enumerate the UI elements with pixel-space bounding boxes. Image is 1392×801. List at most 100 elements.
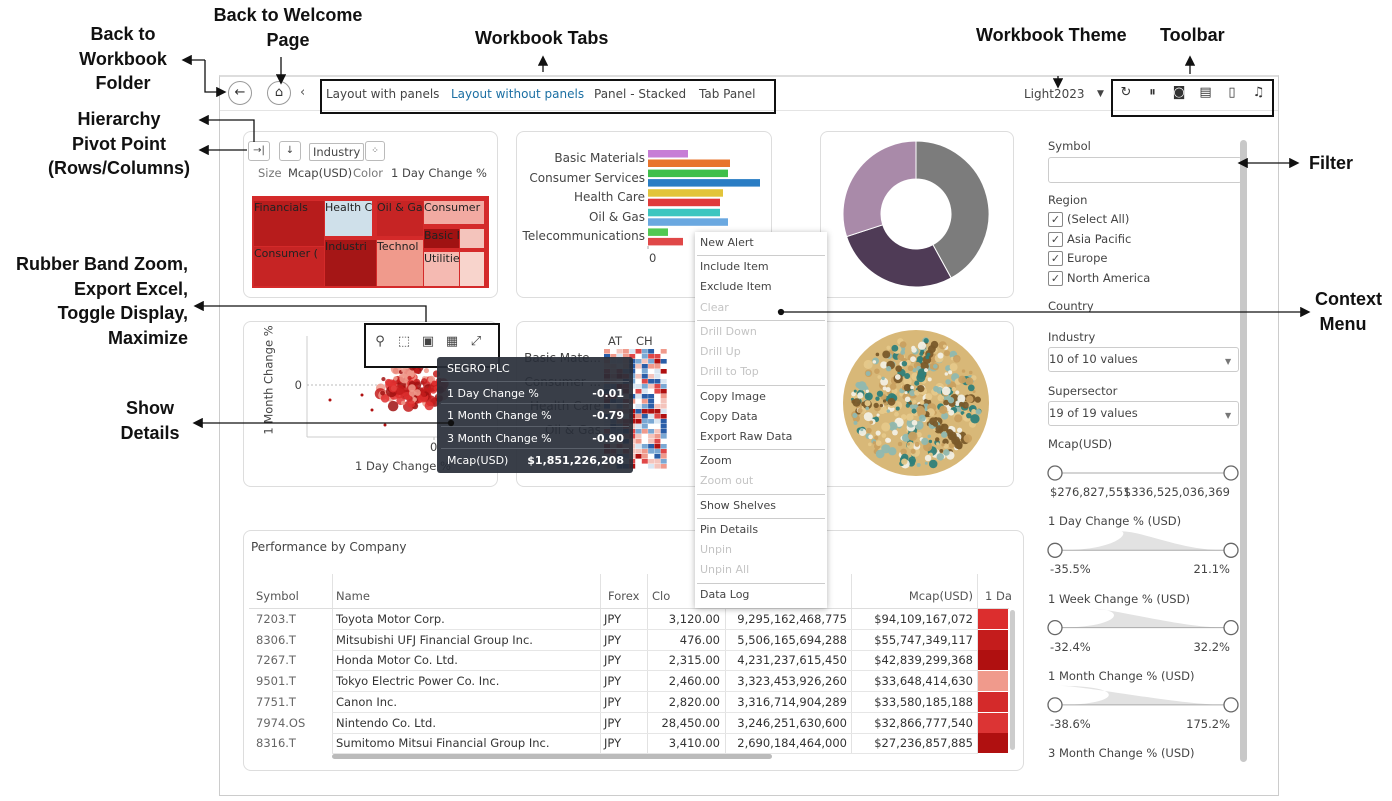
menu-item[interactable]: Show Shelves [700,499,776,512]
toolbar-button[interactable]: ⏸ [1149,85,1156,100]
toolbar-button[interactable]: ▤ [1199,85,1212,100]
annotation: Workbook Theme [976,25,1127,45]
home-button[interactable]: ⌂ [267,81,291,105]
menu-item[interactable]: Exclude Item [700,280,772,293]
tab-prev[interactable]: ‹ [300,85,306,100]
bubble [875,449,885,459]
treemap-cell[interactable]: Technol [377,240,423,286]
theme-caret[interactable]: ▼ [1097,89,1104,99]
toolbar-button[interactable]: ◙ [1172,85,1186,100]
column-header[interactable]: 1 Da [985,589,1012,603]
heatmap-cell [635,409,642,414]
heatmap-cell [641,399,648,404]
workbook-tab[interactable]: Layout with panels [326,87,440,101]
toolbar-button[interactable]: ▯ [1228,85,1236,100]
menu-item[interactable]: Export Raw Data [700,430,793,443]
checkbox[interactable]: ✓ [1048,212,1063,227]
menu-item[interactable]: New Alert [700,236,754,249]
treemap-cell[interactable] [460,229,484,248]
heatmap-cell [660,429,667,434]
menu-item[interactable]: Include Item [700,260,769,273]
column-header[interactable]: Mcap(USD) [908,589,973,603]
treemap-cell[interactable]: Financials [254,201,324,246]
heatmap-cell [660,404,667,409]
panel-tool-button[interactable]: ▦ [445,334,459,349]
x-axis-label: 1 Day Change % [355,459,451,473]
bubble [897,353,905,361]
heatmap-cell [604,349,610,354]
heatmap-cell [660,449,667,454]
bubble [917,384,925,393]
heatmap-cell [629,354,636,359]
workbook-tab[interactable]: Layout without panels [451,87,585,101]
panel-tool-button[interactable]: ⚲ [375,334,385,349]
pivot-button[interactable]: ↓ [279,141,301,161]
tooltip-label: 1 Month Change % [447,409,552,423]
column-header[interactable]: Forex [608,589,640,603]
bubble [917,341,927,350]
panel-tool-button[interactable]: ▣ [421,334,435,349]
treemap-cell[interactable]: Oil & Ga [377,201,423,236]
hierarchy-button[interactable]: Industry [309,143,365,161]
bubble [851,391,856,397]
column-header[interactable]: Name [336,589,370,603]
bubble [885,366,892,372]
checkbox[interactable]: ✓ [1048,251,1063,267]
bubble [925,393,933,401]
menu-item[interactable]: Pin Details [700,523,759,536]
bubble [879,403,884,408]
treemap-cell[interactable]: Health C [325,201,372,236]
column-border [725,574,726,754]
dropdown[interactable] [1048,347,1239,372]
bubble [912,368,917,373]
dropdown[interactable] [1048,401,1239,426]
treemap-cell[interactable]: Consumer [424,201,484,224]
bubble [900,448,907,456]
heatmap-cell [654,349,661,354]
x-tick-label: 0 [649,251,657,265]
symbol-input[interactable] [1048,157,1242,183]
theme-selector[interactable]: Light2023 [1024,87,1085,101]
panel-tool-button[interactable]: ⬚ [397,334,411,349]
bubble [900,414,907,420]
checkbox[interactable]: ✓ [1048,271,1063,287]
heatmap-cell [641,414,648,419]
treemap-cell[interactable]: Consumer ( [254,247,324,286]
workbook-tab[interactable]: Tab Panel [699,87,756,101]
filter-label: Symbol [1048,139,1091,153]
heatmap-cell [641,434,648,439]
heatmap-cell [648,464,655,469]
menu-item[interactable]: Data Log [700,588,750,601]
toolbar-button[interactable]: ♫ [1252,85,1265,100]
menu-item[interactable]: Zoom [700,454,732,467]
heatmap-cell [635,399,642,404]
workbook-tab[interactable]: Panel - Stacked [594,87,687,101]
heatmap-cell [660,459,667,464]
bar [648,198,720,207]
column-header[interactable]: Clo [652,589,671,603]
bubble [874,368,880,374]
treemap-cell[interactable]: Utilitie [424,252,459,286]
back-button[interactable]: ← [228,81,252,105]
bubble [906,413,914,421]
bubble [941,386,951,396]
checkbox[interactable]: ✓ [1048,231,1063,247]
treemap-cell[interactable]: Industri [325,240,376,286]
bubble [965,395,974,403]
menu-item[interactable]: Copy Image [700,390,766,403]
pivot-button[interactable]: →| [248,141,270,161]
options-button[interactable]: ⁘ [365,141,385,161]
bubble [937,352,944,359]
bubble [926,352,931,357]
tooltip-label: Mcap(USD) [447,453,509,467]
menu-item[interactable]: Copy Data [700,410,758,423]
treemap-cell[interactable]: Basic M [424,229,459,248]
treemap-cell[interactable] [460,252,484,286]
bubble [900,350,906,355]
toolbar-button[interactable]: ↻ [1120,85,1132,100]
heatmap-cell [635,449,642,454]
heatmap-cell [635,439,642,444]
panel-tool-button[interactable]: ⤢ [470,334,482,349]
heatmap-cell [622,349,629,354]
column-header[interactable]: Symbol [256,589,299,603]
